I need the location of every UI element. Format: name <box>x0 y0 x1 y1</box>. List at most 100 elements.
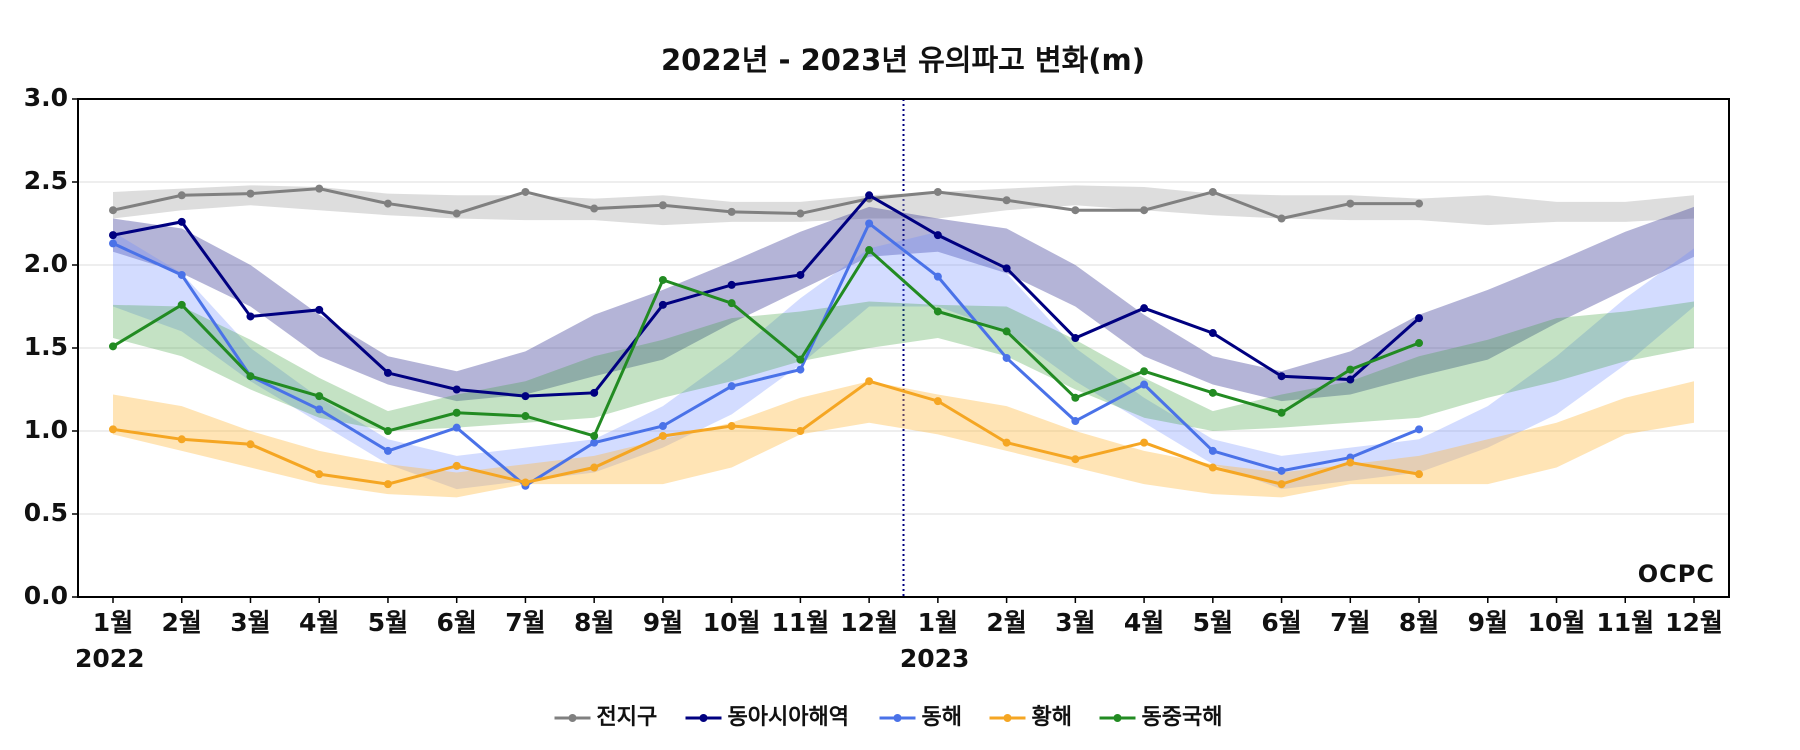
year-label: 2022 <box>75 644 145 673</box>
series-line <box>112 221 1420 488</box>
series-line <box>112 247 1420 438</box>
data-point <box>383 199 392 208</box>
data-point <box>1002 327 1011 336</box>
x-tick-label: 1월 <box>918 608 958 637</box>
data-point <box>1140 206 1149 215</box>
x-tick-label: 5월 <box>1193 608 1233 637</box>
data-point <box>727 299 736 308</box>
data-point <box>658 275 667 284</box>
x-tick-label: 7월 <box>1330 608 1370 637</box>
y-tick-label: 2.0 <box>24 249 68 278</box>
data-point <box>1002 353 1011 362</box>
data-point <box>1002 264 1011 273</box>
data-point <box>246 189 255 198</box>
x-tick-label: 12월 <box>840 608 898 637</box>
data-point <box>1140 367 1149 376</box>
x-tick-label: 3월 <box>230 608 270 637</box>
legend-item: 전지구 <box>554 705 657 730</box>
data-point <box>590 463 599 472</box>
data-point <box>1208 463 1217 472</box>
data-point <box>383 446 392 455</box>
data-point <box>1346 458 1355 467</box>
y-tick-label: 1.0 <box>24 415 68 444</box>
data-point <box>1140 380 1149 389</box>
legend-label: 동아시아해역 <box>728 705 849 730</box>
range-band <box>113 381 1694 498</box>
data-point <box>383 480 392 489</box>
data-point <box>658 201 667 210</box>
data-point <box>315 184 324 193</box>
x-tick-label: 1월 <box>93 608 133 637</box>
series-line <box>112 379 1420 486</box>
data-point <box>177 191 186 200</box>
legend-item: 동중국해 <box>1099 705 1222 730</box>
x-tick-label: 10월 <box>1528 608 1586 637</box>
data-point <box>246 312 255 321</box>
data-point <box>727 422 736 431</box>
data-point <box>315 405 324 414</box>
data-point <box>452 423 461 432</box>
legend-label: 동해 <box>922 705 962 730</box>
legend-item: 황해 <box>989 705 1072 730</box>
data-point <box>1415 199 1424 208</box>
x-tick-label: 7월 <box>505 608 545 637</box>
data-point <box>865 246 874 255</box>
x-tick-label: 8월 <box>1399 608 1439 637</box>
data-point <box>1415 314 1424 323</box>
data-point <box>1071 206 1080 215</box>
data-point <box>1415 470 1424 479</box>
range-band <box>113 231 1694 490</box>
x-tick-label: 4월 <box>1124 608 1164 637</box>
data-point <box>177 435 186 444</box>
data-point <box>865 219 874 228</box>
legend-marker <box>893 714 902 722</box>
data-point <box>177 270 186 279</box>
data-point <box>1346 199 1355 208</box>
data-point <box>1208 329 1217 338</box>
data-point <box>933 231 942 240</box>
year-label: 2023 <box>900 644 970 673</box>
data-point <box>109 206 117 215</box>
logo: OCPC <box>1638 560 1715 588</box>
data-point <box>315 392 324 401</box>
data-point <box>1002 438 1011 447</box>
data-point <box>315 470 324 479</box>
data-point <box>452 461 461 470</box>
x-tick-label: 2월 <box>162 608 202 637</box>
legend-item: 동아시아해역 <box>685 705 849 730</box>
data-point <box>452 408 461 417</box>
x-tick-label: 6월 <box>1261 608 1301 637</box>
legend-marker <box>1003 714 1012 722</box>
y-tick-label: 1.5 <box>24 332 68 361</box>
data-point <box>452 209 461 218</box>
data-point <box>727 207 736 216</box>
data-point <box>452 385 461 394</box>
x-tick-label: 3월 <box>1055 608 1095 637</box>
data-point <box>246 372 255 381</box>
data-point <box>1277 466 1286 475</box>
x-tick-label: 4월 <box>299 608 339 637</box>
series-line <box>112 187 1420 221</box>
legend-label: 황해 <box>1032 705 1072 730</box>
data-point <box>590 204 599 213</box>
data-point <box>1277 480 1286 489</box>
x-tick-label: 8월 <box>574 608 614 637</box>
data-point <box>383 368 392 377</box>
legend-item: 동해 <box>879 705 962 730</box>
data-point <box>658 300 667 309</box>
range-band <box>113 301 1694 431</box>
x-tick-label: 6월 <box>436 608 476 637</box>
x-tick-label: 12월 <box>1665 608 1723 637</box>
data-point <box>933 187 942 196</box>
data-point <box>796 365 805 374</box>
x-tick-label: 5월 <box>368 608 408 637</box>
data-point <box>590 438 599 447</box>
data-point <box>177 300 186 309</box>
data-point <box>727 280 736 289</box>
chart-title: 2022년 - 2023년 유의파고 변화(m) <box>661 43 1145 77</box>
data-point <box>1277 372 1286 381</box>
data-point <box>1071 393 1080 402</box>
data-point <box>1071 334 1080 343</box>
data-point <box>521 478 530 487</box>
